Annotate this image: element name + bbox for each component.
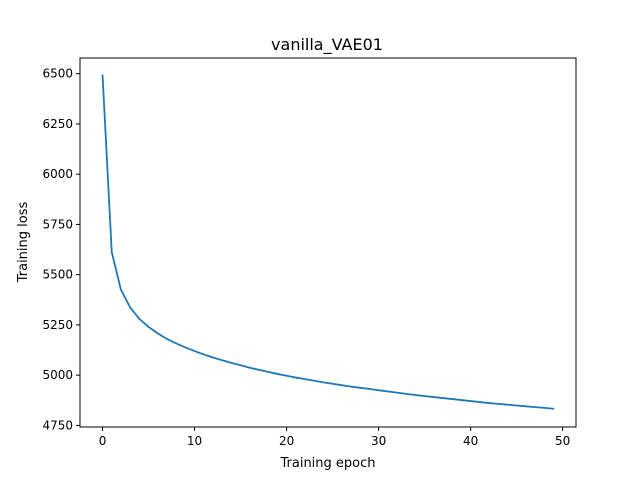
plot-area	[79, 57, 577, 428]
x-tick-label: 0	[99, 434, 107, 448]
chart-title: vanilla_VAE01	[271, 35, 383, 55]
x-tick-label: 50	[555, 434, 570, 448]
y-axis-label: Training loss	[16, 202, 31, 284]
y-tick-label: 5000	[42, 368, 73, 382]
y-tick-label: 6250	[42, 117, 73, 131]
series-line-0	[101, 74, 555, 410]
x-axis-label: Training epoch	[279, 456, 375, 471]
y-tick-label: 5250	[42, 318, 73, 332]
x-tick-label: 10	[187, 434, 202, 448]
y-tick-label: 5750	[42, 217, 73, 231]
x-tick-label: 40	[463, 434, 478, 448]
plot-frame	[79, 57, 577, 428]
x-tick-label: 30	[371, 434, 386, 448]
series-layer	[101, 74, 555, 410]
y-tick-label: 4750	[42, 418, 73, 432]
y-tick-label: 5500	[42, 268, 73, 282]
y-tick-label: 6000	[42, 167, 73, 181]
x-axis: 0 10 20 30 40 50	[99, 427, 570, 448]
y-tick-label: 6500	[42, 67, 73, 81]
x-tick-label: 20	[279, 434, 294, 448]
y-axis: 4750 5000 5250 5500 5750 6000 6250 6500	[42, 67, 80, 432]
